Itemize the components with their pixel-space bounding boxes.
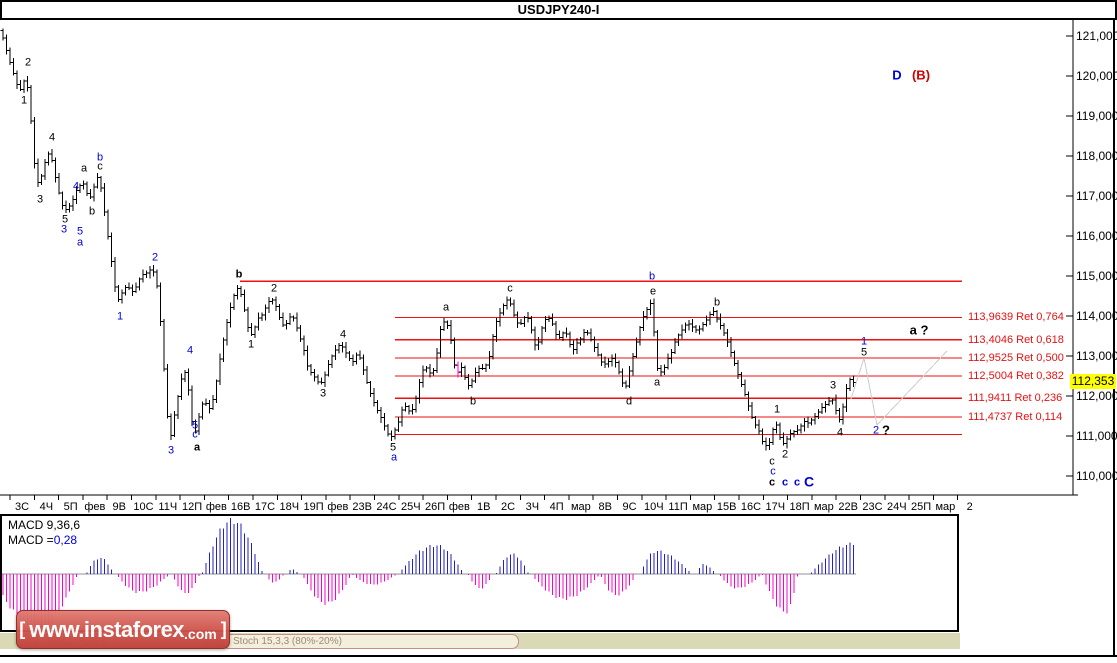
projection-zigzag: [850, 350, 948, 427]
selected-bar: [455, 361, 461, 378]
macd-value: 0,28: [53, 533, 78, 547]
macd-value-line: MACD =0,28: [8, 533, 77, 547]
logo-domain-suffix: .com: [184, 626, 217, 642]
logo-bracket-right: ]: [220, 619, 227, 639]
tab-stochastic[interactable]: Stoch 15,3,3 (80%-20%): [222, 634, 519, 649]
macd-value-prefix: MACD =: [8, 533, 54, 547]
candlesticks: [0, 28, 856, 451]
symbol-title: USDJPY240-I: [517, 2, 600, 17]
logo-text: www.instaforex: [29, 616, 185, 642]
logo-bracket-left: [: [19, 619, 26, 639]
chart-title-bar: USDJPY240-I: [0, 0, 1117, 20]
current-price-badge: 112,353: [1070, 373, 1116, 389]
instaforex-logo: [ www.instaforex .com ]: [16, 610, 230, 649]
macd-indicator-title: MACD 9,36,6: [8, 518, 81, 532]
